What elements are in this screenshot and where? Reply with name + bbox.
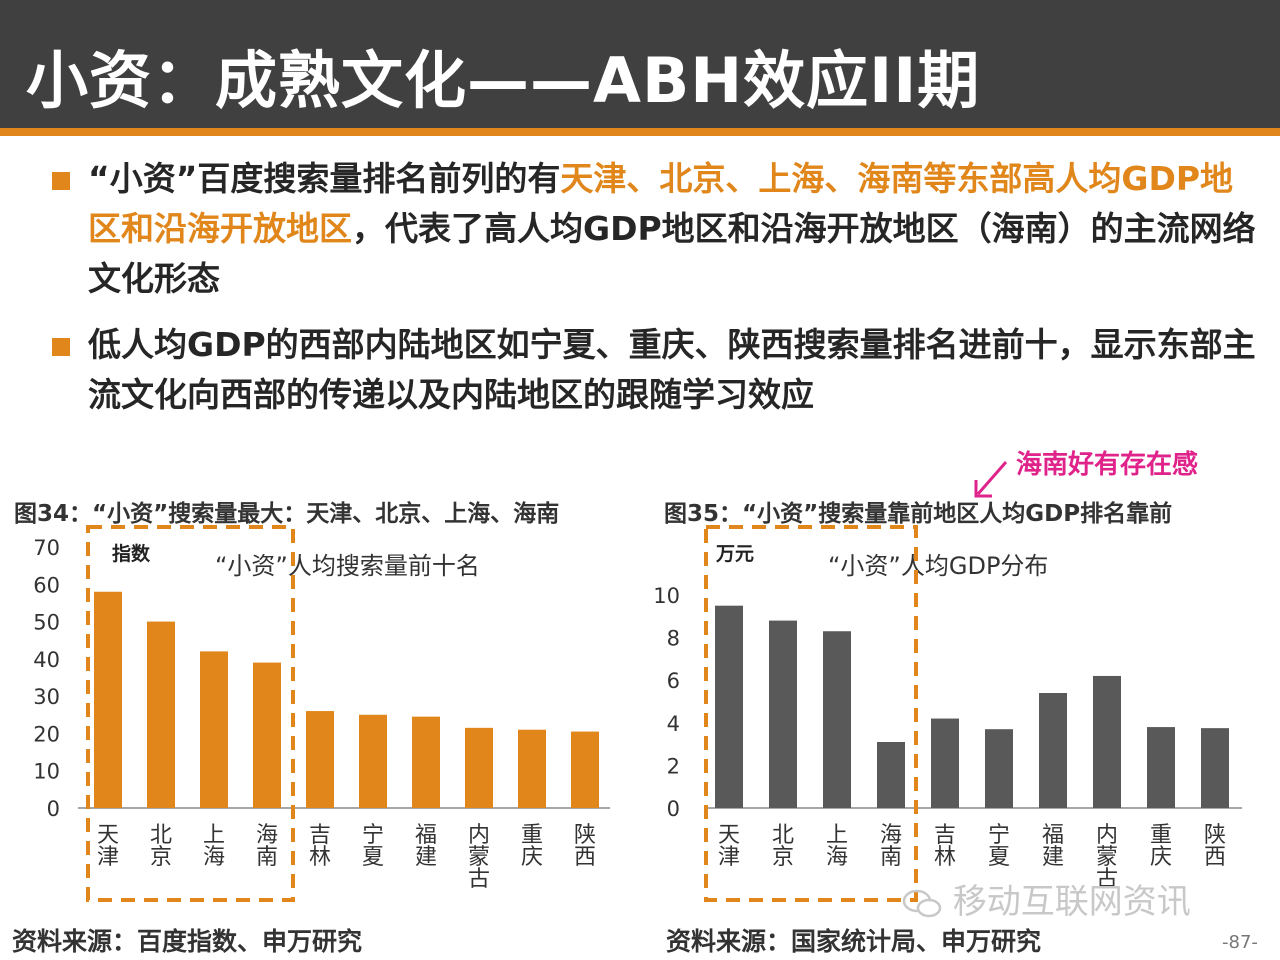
chart-1-category-label: 北京 xyxy=(150,823,172,870)
chart-1-bar xyxy=(306,711,334,808)
watermark-text: 移动互联网资讯 xyxy=(952,882,1191,922)
watermark: 移动互联网资讯 xyxy=(902,874,1191,923)
chart-1-unit-label: 指数 xyxy=(112,542,151,565)
chart-1-ytick-label: 0 xyxy=(47,797,60,821)
chart-2-category-label: 吉林 xyxy=(934,823,956,870)
chart-2-bar xyxy=(823,631,851,808)
chart-2-inner-title: “小资”人均GDP分布 xyxy=(828,552,1048,580)
slide-title: 小资：成熟文化——ABH效应II期 xyxy=(26,44,981,117)
bullet-1: “小资”百度搜索量排名前列的有天津、北京、上海、海南等东部高人均GDP地区和沿海… xyxy=(40,154,1260,304)
chart-2-bar xyxy=(1039,693,1067,808)
chart-2-category-label: 宁夏 xyxy=(988,823,1010,870)
chart-2-bar xyxy=(985,729,1013,808)
chart-1-ytick-label: 30 xyxy=(33,685,60,709)
chart-1-category-label: 陕西 xyxy=(574,823,596,870)
chart-1-ytick-label: 50 xyxy=(33,611,60,635)
chart-2-bar xyxy=(877,741,905,808)
annotation-arrow-icon xyxy=(974,461,1008,498)
chart-1-category-label: 天津 xyxy=(97,823,119,870)
bullet-1-highlight: 天津、北京、上海、海南等东部高人均GDP地区和沿海开放地区 xyxy=(88,159,1234,248)
chart-1-bar xyxy=(147,621,175,808)
chart-2-unit-label: 万元 xyxy=(715,543,754,565)
chart-1-category-label: 福建 xyxy=(415,823,437,870)
bullet-square-icon xyxy=(52,172,70,190)
chart-1-bar xyxy=(94,591,122,808)
chart-2-category-label: 天津 xyxy=(718,823,740,870)
chart-1-bar xyxy=(571,731,599,808)
bullet-1-text: “小资”百度搜索量排名前列的有天津、北京、上海、海南等东部高人均GDP地区和沿海… xyxy=(88,159,1256,298)
chart-2-ytick-label: 6 xyxy=(667,669,680,693)
chart-2-category-label: 上海 xyxy=(826,823,848,870)
chart-2-category-label: 海南 xyxy=(880,823,902,870)
chart-2-bar xyxy=(769,620,797,808)
chart-1-ytick-label: 10 xyxy=(33,760,60,784)
chart-1-inner-title: “小资”人均搜索量前十名 xyxy=(215,552,480,580)
chart-2-bar xyxy=(931,718,959,808)
chart-1-category-label: 重庆 xyxy=(521,823,543,870)
chart-2-ytick-label: 2 xyxy=(667,754,680,778)
chart-1-ytick-label: 70 xyxy=(33,536,60,560)
bullet-2-text: 低人均GDP的西部内陆地区如宁夏、重庆、陕西搜索量排名进前十，显示东部主流文化向… xyxy=(88,325,1256,414)
chart-1-bar xyxy=(465,727,493,808)
chart-1-highlight-box xyxy=(86,525,295,902)
chart-2-bar xyxy=(715,605,743,808)
chart-1-ytick-label: 20 xyxy=(33,722,60,746)
chart-2-bar xyxy=(1147,727,1175,808)
title-bar: 小资：成熟文化——ABH效应II期 xyxy=(0,0,1280,136)
chart-2-category-label: 重庆 xyxy=(1150,823,1172,870)
chart-1-ytick-label: 40 xyxy=(33,648,60,672)
chart-1-bar xyxy=(359,714,387,808)
chart-2-bar xyxy=(1201,728,1229,808)
chart-2-title: 图35：“小资”搜索量靠前地区人均GDP排名靠前 xyxy=(664,501,1173,527)
chart-2-ytick-label: 8 xyxy=(667,627,680,651)
chart-2-bar xyxy=(1093,675,1121,808)
chart-2-category-label: 福建 xyxy=(1042,823,1064,870)
chart-1-ytick-label: 60 xyxy=(33,573,60,597)
chart-1-category-label: 宁夏 xyxy=(362,823,384,870)
chart-1-category-label: 海南 xyxy=(256,823,278,870)
chart-1-title: 图34：“小资”搜索量最大：天津、北京、上海、海南 xyxy=(14,501,560,527)
chart-1-category-label: 吉林 xyxy=(309,823,331,870)
chart-1-category-label: 内蒙古 xyxy=(468,823,490,892)
chart-2-highlight-box xyxy=(704,525,918,902)
wechat-icon xyxy=(902,889,942,917)
chart-1-bar xyxy=(253,662,281,808)
chart-2-source: 资料来源：国家统计局、申万研究 xyxy=(666,927,1042,956)
chart-1-category-label: 上海 xyxy=(203,823,225,870)
chart-2-category-label: 内蒙古 xyxy=(1096,823,1118,892)
chart-1-source: 资料来源：百度指数、申万研究 xyxy=(12,927,363,956)
page-number: -87- xyxy=(1222,932,1258,953)
chart-2-ytick-label: 0 xyxy=(667,797,680,821)
bullet-2: 低人均GDP的西部内陆地区如宁夏、重庆、陕西搜索量排名进前十，显示东部主流文化向… xyxy=(40,320,1260,420)
chart-2-ytick-label: 4 xyxy=(667,712,680,736)
chart-1-bar xyxy=(518,729,546,808)
chart-1-bar xyxy=(412,716,440,808)
annotation-text: 海南好有存在感 xyxy=(1016,450,1199,480)
chart-2-category-label: 陕西 xyxy=(1204,823,1226,870)
bullet-square-icon xyxy=(52,338,70,356)
chart-1-bar xyxy=(200,651,228,808)
chart-2-category-label: 北京 xyxy=(772,823,794,870)
chart-2-ytick-label: 10 xyxy=(653,584,680,608)
